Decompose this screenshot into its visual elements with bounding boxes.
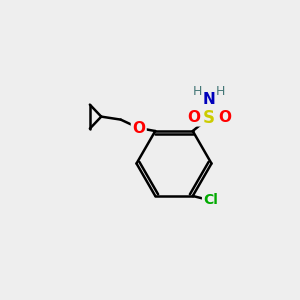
Text: N: N [203,92,216,107]
Text: H: H [216,85,225,98]
Text: O: O [132,121,145,136]
Text: H: H [193,85,203,98]
Text: O: O [218,110,231,125]
Text: Cl: Cl [203,194,218,208]
Text: O: O [187,110,200,125]
Text: S: S [203,109,215,127]
